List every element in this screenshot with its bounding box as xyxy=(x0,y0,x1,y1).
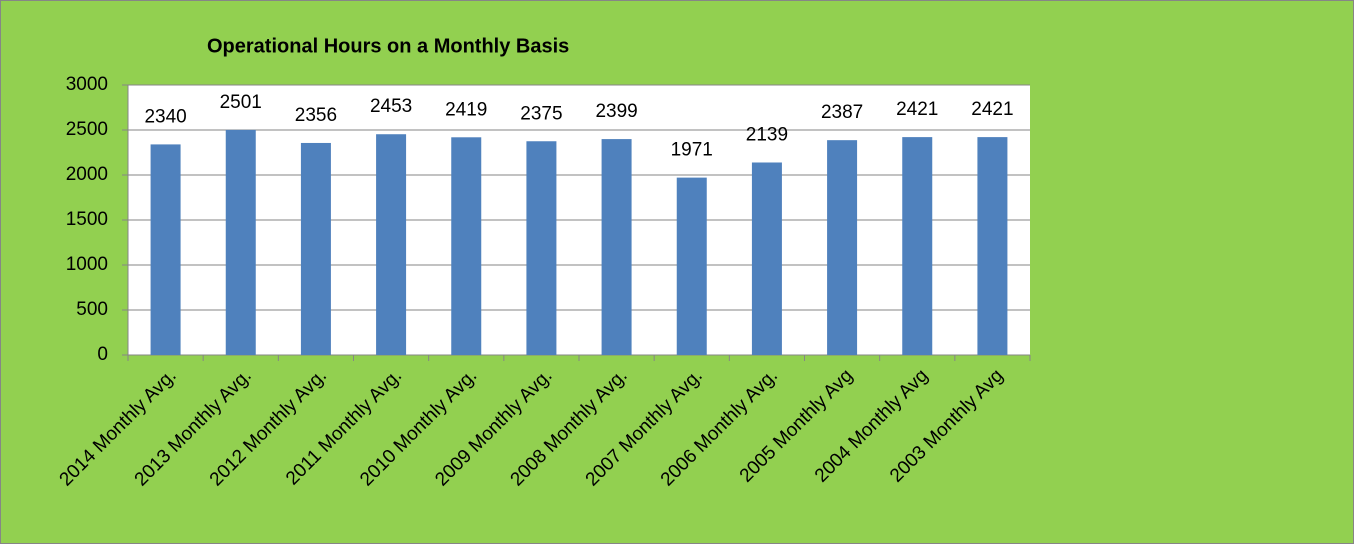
bar xyxy=(977,137,1008,355)
data-label: 2340 xyxy=(144,106,186,127)
bar xyxy=(150,144,181,355)
data-label: 2453 xyxy=(370,96,412,117)
bar xyxy=(376,134,407,355)
data-label: 2139 xyxy=(746,125,788,146)
data-label: 2419 xyxy=(445,99,487,120)
y-tick-label: 2000 xyxy=(66,164,108,185)
bar xyxy=(676,177,707,355)
y-tick-label: 3000 xyxy=(66,74,108,95)
bar xyxy=(300,142,331,355)
bar xyxy=(451,137,482,355)
bar xyxy=(526,141,557,355)
data-label: 2356 xyxy=(295,105,337,126)
bar xyxy=(902,137,933,355)
data-label: 2399 xyxy=(595,101,637,122)
bar xyxy=(751,162,782,355)
data-label: 2387 xyxy=(821,102,863,123)
y-tick-label: 0 xyxy=(97,344,108,365)
y-tick-label: 500 xyxy=(76,299,108,320)
chart-title: Operational Hours on a Monthly Basis xyxy=(207,35,569,57)
y-tick-label: 1500 xyxy=(66,209,108,230)
data-label: 2501 xyxy=(220,92,262,113)
bar xyxy=(827,140,858,355)
bar xyxy=(601,139,632,355)
bar xyxy=(225,129,256,355)
data-label: 2375 xyxy=(520,103,562,124)
data-label: 2421 xyxy=(971,99,1013,120)
y-tick-label: 1000 xyxy=(66,254,108,275)
data-label: 1971 xyxy=(671,140,713,161)
y-tick-label: 2500 xyxy=(66,119,108,140)
data-label: 2421 xyxy=(896,99,938,120)
